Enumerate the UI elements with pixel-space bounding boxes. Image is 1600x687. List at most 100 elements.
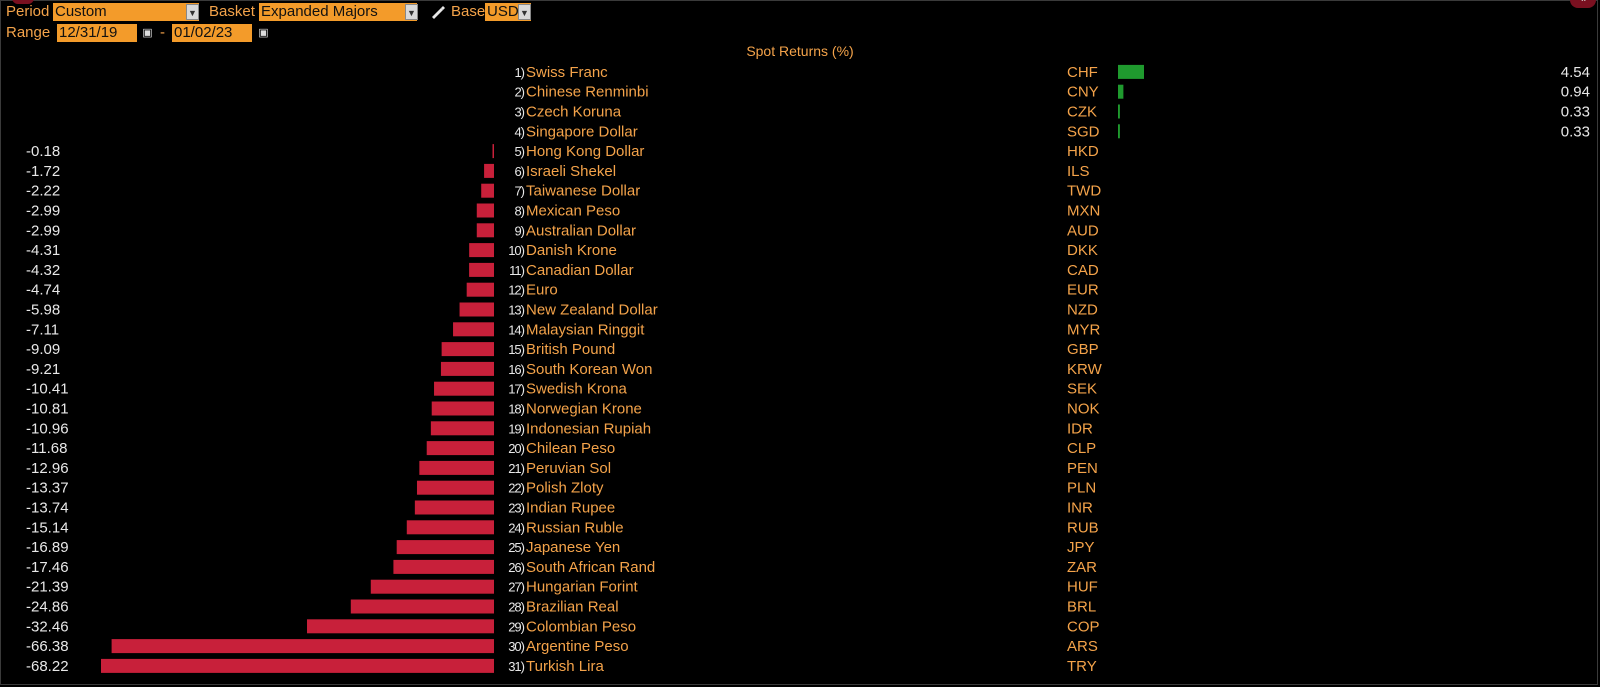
chart-title: Spot Returns (%) xyxy=(746,43,854,59)
bar-twd xyxy=(481,183,494,198)
currency-ticker: CNY xyxy=(1067,84,1099,101)
bar-sek xyxy=(434,381,494,396)
bar-sgd xyxy=(1118,124,1120,139)
bar-ars xyxy=(111,639,494,654)
currency-name: Singapore Dollar xyxy=(526,123,638,140)
value-label-zar: -17.46 xyxy=(26,559,69,576)
currency-name: Mexican Peso xyxy=(526,203,620,220)
currency-ticker: KRW xyxy=(1067,361,1103,378)
bar-huf xyxy=(370,579,494,594)
calendar-icon[interactable]: ▣ xyxy=(142,27,153,39)
currency-name: Turkish Lira xyxy=(526,658,604,675)
rank-label: 13) xyxy=(508,303,524,318)
currency-ticker: ARS xyxy=(1067,638,1098,655)
bar-myr xyxy=(453,322,494,337)
bar-inr xyxy=(414,500,494,515)
currency-name: Israeli Shekel xyxy=(526,163,616,180)
value-label-dkk: -4.31 xyxy=(26,242,60,259)
currency-name: Peruvian Sol xyxy=(526,460,611,477)
currency-name: South African Rand xyxy=(526,559,655,576)
base-dropdown-icon[interactable]: ▼ xyxy=(518,4,531,20)
period-select[interactable]: Custom xyxy=(53,3,199,21)
value-label-idr: -10.96 xyxy=(26,420,69,437)
currency-ticker: HUF xyxy=(1067,579,1098,596)
rank-label: 27) xyxy=(508,580,524,595)
currency-ticker: AUD xyxy=(1067,222,1099,239)
currency-ticker: BRL xyxy=(1067,599,1096,616)
collapse-icon[interactable]: « xyxy=(1570,0,1596,8)
bar-clp xyxy=(426,441,494,456)
bar-pln xyxy=(416,480,494,495)
currency-ticker: JPY xyxy=(1067,539,1095,556)
bar-gbp xyxy=(441,342,494,357)
range-start-field[interactable]: 12/31/19 xyxy=(57,24,137,42)
value-label-twd: -2.22 xyxy=(26,183,60,200)
currency-name: Czech Koruna xyxy=(526,104,622,121)
rank-label: 23) xyxy=(508,501,524,516)
currency-ticker: CAD xyxy=(1067,262,1099,279)
currency-name: Taiwanese Dollar xyxy=(526,183,640,200)
rank-label: 31) xyxy=(508,659,524,674)
value-label-myr: -7.11 xyxy=(26,321,59,338)
currency-ticker: IDR xyxy=(1067,420,1093,437)
currency-ticker: MXN xyxy=(1067,203,1100,220)
value-label-try: -68.22 xyxy=(26,658,69,675)
currency-name: Hong Kong Dollar xyxy=(526,143,644,160)
currency-ticker: PLN xyxy=(1067,480,1096,497)
rank-label: 12) xyxy=(508,283,524,298)
bar-nok xyxy=(431,401,494,416)
rank-label: 28) xyxy=(508,600,524,615)
value-label-clp: -11.68 xyxy=(26,440,67,457)
currency-ticker: ILS xyxy=(1067,163,1090,180)
range-end-field[interactable]: 01/02/23 xyxy=(172,24,252,42)
currency-name: Canadian Dollar xyxy=(526,262,634,279)
value-label-jpy: -16.89 xyxy=(26,539,69,556)
value-label-inr: -13.74 xyxy=(26,500,69,517)
rank-label: 2) xyxy=(514,85,524,100)
rank-label: 4) xyxy=(514,124,524,139)
rank-label: 9) xyxy=(514,223,524,238)
currency-ticker: MYR xyxy=(1067,321,1101,338)
currency-ticker: NOK xyxy=(1067,401,1100,418)
edit-pencil-icon[interactable] xyxy=(428,2,448,22)
rank-label: 21) xyxy=(508,461,524,476)
value-label-mxn: -2.99 xyxy=(26,203,60,220)
value-label-rub: -15.14 xyxy=(26,519,69,536)
rank-label: 19) xyxy=(508,421,524,436)
rank-label: 14) xyxy=(508,322,524,337)
period-dropdown-icon[interactable]: ▼ xyxy=(186,4,199,20)
currency-name: Russian Ruble xyxy=(526,519,624,536)
currency-ticker: PEN xyxy=(1067,460,1098,477)
bar-aud xyxy=(476,223,494,238)
rank-label: 6) xyxy=(514,164,524,179)
value-label-sek: -10.41 xyxy=(26,381,69,398)
rank-label: 25) xyxy=(508,540,524,555)
bar-rub xyxy=(406,520,494,535)
basket-select[interactable]: Expanded Majors xyxy=(259,3,417,21)
currency-ticker: HKD xyxy=(1067,143,1099,160)
value-label-ils: -1.72 xyxy=(26,163,60,180)
bar-mxn xyxy=(476,203,494,218)
basket-dropdown-icon[interactable]: ▼ xyxy=(405,4,418,20)
bar-cny xyxy=(1118,84,1124,99)
rank-label: 24) xyxy=(508,520,524,535)
bar-try xyxy=(101,658,494,673)
base-label: Base xyxy=(451,3,486,20)
period-label: Period xyxy=(6,3,50,20)
rank-label: 1) xyxy=(514,65,524,80)
bar-idr xyxy=(430,421,494,436)
currency-ticker: SGD xyxy=(1067,123,1100,140)
calendar-icon[interactable]: ▣ xyxy=(258,27,269,39)
value-label-gbp: -9.09 xyxy=(26,341,60,358)
range-separator: - xyxy=(160,24,165,41)
currency-name: Australian Dollar xyxy=(526,222,636,239)
currency-name: Indian Rupee xyxy=(526,500,615,517)
bar-hkd xyxy=(492,144,494,159)
basket-label: Basket xyxy=(209,3,255,20)
currency-name: Polish Zloty xyxy=(526,480,604,497)
currency-ticker: CZK xyxy=(1067,104,1097,121)
bar-ils xyxy=(484,163,494,178)
value-label-cop: -32.46 xyxy=(26,618,69,635)
